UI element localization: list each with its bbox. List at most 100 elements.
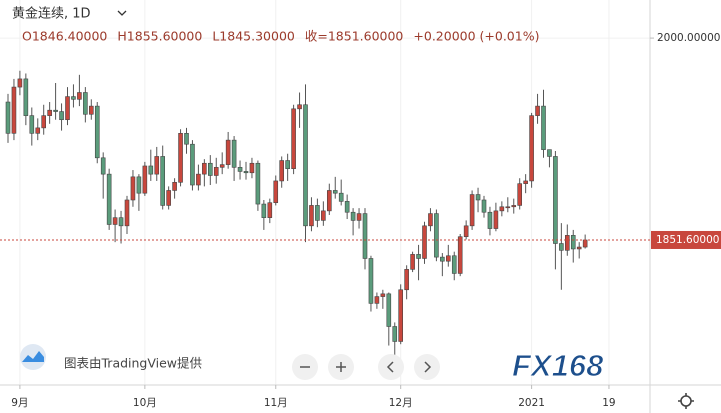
candle-body bbox=[160, 156, 165, 206]
candle-body bbox=[118, 217, 124, 227]
candle-body bbox=[428, 213, 433, 227]
candle-body bbox=[273, 180, 279, 204]
candle-body bbox=[517, 183, 523, 206]
y-tick-label: 2000.00000 bbox=[657, 32, 720, 44]
candle-body bbox=[243, 171, 249, 174]
candle-body bbox=[338, 192, 344, 202]
candle-body bbox=[279, 160, 285, 182]
candle-body bbox=[350, 211, 356, 221]
last-price-label: 1851.60000 bbox=[656, 234, 719, 246]
settings-icon[interactable] bbox=[678, 393, 694, 409]
scroll-right-button[interactable] bbox=[414, 354, 440, 380]
grid bbox=[0, 0, 650, 385]
symbol-dropdown[interactable] bbox=[117, 10, 127, 16]
candle-body bbox=[261, 203, 267, 218]
candle-body bbox=[130, 176, 136, 201]
legend-value: O1846.40000 bbox=[22, 29, 107, 44]
candle-body bbox=[208, 162, 213, 176]
candle-body bbox=[124, 199, 130, 227]
legend-value: H1855.60000 bbox=[117, 29, 202, 44]
candle-body bbox=[100, 157, 106, 175]
scroll-left-button[interactable] bbox=[378, 354, 404, 380]
candle-body bbox=[541, 105, 546, 150]
candle-body bbox=[523, 180, 528, 184]
candle-body bbox=[249, 162, 255, 174]
badge-icon bbox=[22, 351, 44, 362]
candle-body bbox=[237, 167, 243, 172]
candle-body bbox=[398, 289, 404, 342]
watermark-text: 图表由TradingView提供 bbox=[64, 356, 202, 371]
x-tick-label: 9月 bbox=[11, 397, 28, 409]
badge-circle bbox=[20, 344, 46, 370]
candle-body bbox=[184, 133, 189, 145]
candle-body bbox=[505, 206, 511, 209]
candle-body bbox=[362, 213, 368, 259]
candle-body bbox=[59, 111, 64, 121]
candle-body bbox=[553, 156, 558, 244]
last-price-box bbox=[651, 230, 721, 249]
candle-body bbox=[445, 255, 451, 262]
ohlc-legend: O1846.40000 H1855.60000 L1845.30000 收=1851.… bbox=[22, 29, 539, 44]
legend-value: +0.20000 (+0.01%) bbox=[413, 29, 539, 44]
plus-icon bbox=[336, 362, 346, 372]
candles bbox=[5, 70, 588, 360]
candle-body bbox=[332, 190, 338, 194]
x-tick-label: 12月 bbox=[389, 397, 413, 409]
tradingview-badge: 图表由TradingView提供 bbox=[20, 344, 202, 371]
candle-body bbox=[148, 165, 154, 175]
x-tick-label: 10月 bbox=[133, 397, 157, 409]
candle-body bbox=[356, 213, 362, 221]
candle-body bbox=[178, 133, 183, 183]
logo: FX168 bbox=[512, 348, 604, 383]
candle-body bbox=[469, 194, 475, 227]
candle-body bbox=[559, 243, 564, 251]
candle-body bbox=[380, 293, 386, 297]
candle-body bbox=[106, 173, 112, 225]
symbol-title: 黄金连续, 1D bbox=[12, 6, 91, 22]
candle-body bbox=[172, 181, 177, 191]
candle-body bbox=[315, 205, 320, 221]
candle-body bbox=[29, 115, 35, 134]
candle-body bbox=[321, 210, 326, 221]
candle-body bbox=[285, 160, 290, 169]
candle-body bbox=[213, 167, 219, 176]
candle-body bbox=[225, 139, 231, 165]
candle-body bbox=[142, 165, 148, 194]
candle-body bbox=[166, 190, 171, 206]
candle-body bbox=[202, 162, 207, 175]
candle-body bbox=[529, 115, 534, 182]
candle-body bbox=[71, 96, 76, 100]
candle-body bbox=[564, 235, 570, 251]
candle-body bbox=[457, 236, 463, 274]
candle-body bbox=[309, 205, 314, 227]
candle-body bbox=[451, 255, 457, 274]
axes: 2000.00000 9月 10月 11月 12月 2021 19 1851.60000 bbox=[0, 32, 721, 409]
candle-body bbox=[344, 201, 350, 213]
candle-body bbox=[65, 96, 70, 121]
nav-controls bbox=[292, 354, 440, 380]
candle-body bbox=[196, 173, 201, 186]
candle-body bbox=[582, 239, 588, 248]
candle-body bbox=[53, 109, 58, 112]
candle-body bbox=[463, 225, 469, 238]
candle-body bbox=[481, 199, 487, 213]
candle-body bbox=[404, 269, 409, 291]
candle-body bbox=[487, 211, 493, 229]
candle-body bbox=[83, 92, 88, 115]
candle-body bbox=[41, 115, 47, 129]
x-tick-label: 19 bbox=[602, 397, 615, 409]
candle-body bbox=[547, 149, 552, 157]
candle-body bbox=[535, 105, 540, 116]
candle-body bbox=[493, 210, 499, 229]
candle-body bbox=[392, 326, 398, 342]
candle-body bbox=[231, 139, 237, 168]
candle-body bbox=[219, 164, 225, 168]
gear-ring bbox=[680, 395, 692, 407]
candle-body bbox=[255, 162, 261, 205]
left-icon bbox=[386, 361, 394, 373]
candle-body bbox=[297, 104, 302, 110]
candle-body bbox=[94, 105, 100, 159]
candle-body bbox=[434, 213, 439, 258]
candle-body bbox=[267, 202, 273, 218]
candle-body bbox=[499, 206, 505, 212]
